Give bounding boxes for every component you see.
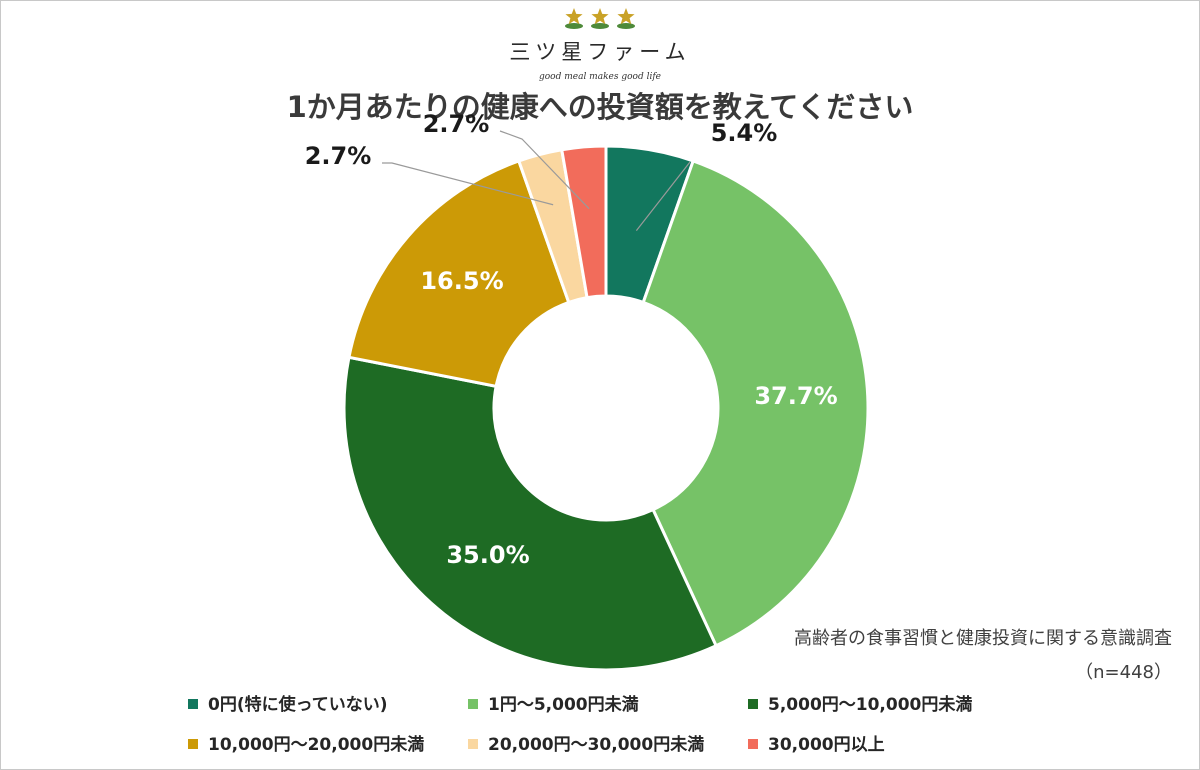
brand-tagline: good meal makes good life <box>539 72 661 82</box>
data-label-0: 5.4% <box>711 119 778 147</box>
leaf-shape <box>591 23 609 29</box>
leader-line-5 <box>499 130 590 210</box>
data-label-4: 2.7% <box>305 142 372 170</box>
legend-label: 1円～5,000円未満 <box>488 695 639 715</box>
star-icon <box>565 8 583 25</box>
legend-label: 30,000円以上 <box>768 735 885 755</box>
legend-item-1: 1円～5,000円未満 <box>468 690 639 715</box>
pie-slice-3 <box>347 159 571 389</box>
legend-swatch <box>468 739 478 749</box>
legend-swatch <box>468 699 478 709</box>
star-icon <box>617 8 635 25</box>
source-title: 高齢者の食事習慣と健康投資に関する意識調査 <box>794 628 1172 649</box>
brand-name: 三ツ星ファーム <box>509 40 691 64</box>
stars-icon <box>565 8 635 29</box>
chart-title: 1か月あたりの健康への投資額を教えてください <box>286 90 914 124</box>
legend-swatch <box>188 699 198 709</box>
brand-logo: 三ツ星ファーム good meal makes good life <box>0 6 1200 82</box>
legend-item-4: 20,000円～30,000円未満 <box>468 730 704 755</box>
legend-swatch <box>748 739 758 749</box>
data-label-1: 37.7% <box>754 382 837 410</box>
star-icon <box>591 8 609 25</box>
legend-label: 5,000円～10,000円未満 <box>768 695 973 715</box>
pie-slice-2 <box>342 355 719 672</box>
legend-item-2: 5,000円～10,000円未満 <box>748 690 972 715</box>
legend-label: 0円(特に使っていない) <box>208 695 388 715</box>
legend-swatch <box>748 699 758 709</box>
source-sample-size: （n=448） <box>1075 662 1172 683</box>
legend-label: 20,000円～30,000円未満 <box>488 735 705 755</box>
legend-swatch <box>188 739 198 749</box>
leader-line-0 <box>635 161 691 231</box>
data-label-3: 16.5% <box>420 267 503 295</box>
leader-line-4 <box>382 162 554 206</box>
pie-slice-1 <box>641 159 870 648</box>
legend-label: 10,000円～20,000円未満 <box>208 735 425 755</box>
pie-slice-5 <box>560 144 608 300</box>
leaf-shape <box>617 23 635 29</box>
legend-item-3: 10,000円～20,000円未満 <box>188 730 424 755</box>
legend-item-5: 30,000円以上 <box>748 730 885 755</box>
leaf-shape <box>565 23 583 29</box>
data-label-5: 2.7% <box>423 110 490 138</box>
data-label-2: 35.0% <box>446 541 529 569</box>
survey-source: 高齢者の食事習慣と健康投資に関する意識調査 （n=448） <box>794 622 1172 690</box>
legend-item-0: 0円(特に使っていない) <box>188 690 388 715</box>
